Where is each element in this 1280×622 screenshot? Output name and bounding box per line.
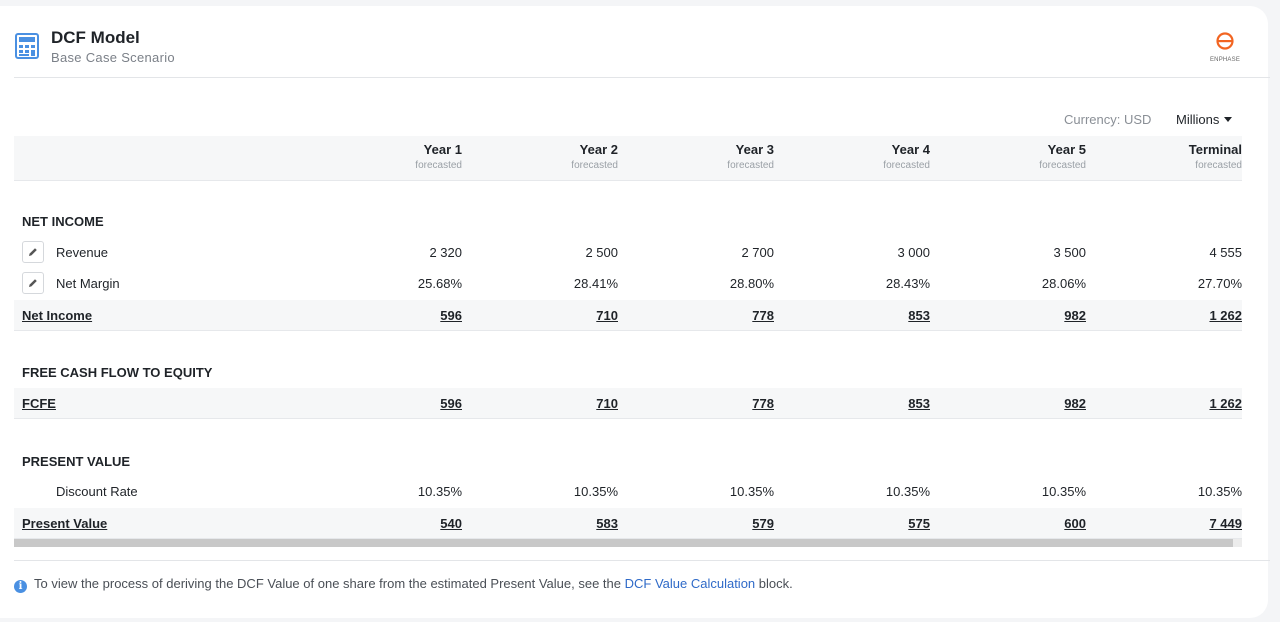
row-label: Net Margin [56, 276, 120, 291]
table-cell: 10.35% [573, 484, 618, 499]
table-cell: 10.35% [885, 484, 930, 499]
table-cell: 3 500 [1053, 245, 1086, 260]
row-label[interactable]: Net Income [22, 308, 93, 323]
table-row-net-income: Net Income 596 710 778 853 982 1 262 [14, 300, 1242, 331]
section-title-present-value: PRESENT VALUE [22, 454, 131, 469]
table-cell[interactable]: 1 262 [1209, 396, 1242, 411]
dcf-value-calculation-link[interactable]: DCF Value Calculation [624, 576, 756, 591]
note-text-prefix: To view the process of deriving the DCF … [34, 576, 625, 591]
column-header: Year 5 forecasted [1039, 142, 1086, 171]
column-header: Year 3 forecasted [727, 142, 774, 171]
table-row-present-value: Present Value 540 583 579 575 600 7 449 [14, 508, 1242, 539]
table-cell[interactable]: 778 [752, 308, 774, 323]
section-title-net-income: NET INCOME [22, 214, 104, 229]
table-cell: 10.35% [417, 484, 462, 499]
calculator-icon [15, 33, 39, 59]
table-cell[interactable]: 778 [752, 396, 774, 411]
column-header: Year 1 forecasted [415, 142, 462, 171]
table-cell: 27.70% [1197, 276, 1242, 291]
table-cell: 2 500 [585, 245, 618, 260]
page-subtitle: Base Case Scenario [51, 50, 175, 65]
table-cell: 10.35% [1041, 484, 1086, 499]
table-cell[interactable]: 540 [440, 516, 462, 531]
table-cell[interactable]: 710 [596, 308, 618, 323]
row-label[interactable]: FCFE [22, 396, 56, 411]
table-cell[interactable]: 600 [1064, 516, 1086, 531]
table-cell: 28.80% [729, 276, 774, 291]
pencil-icon [29, 248, 37, 256]
company-logo: ENPHASE [1206, 31, 1244, 63]
table-cell[interactable]: 596 [440, 308, 462, 323]
table-cell: 28.43% [885, 276, 930, 291]
table-row-revenue: Revenue 2 320 2 500 2 700 3 000 3 500 4 … [14, 237, 1242, 268]
table-cell[interactable]: 710 [596, 396, 618, 411]
horizontal-scrollbar[interactable] [14, 539, 1242, 547]
table-cell[interactable]: 1 262 [1209, 308, 1242, 323]
units-dropdown[interactable]: Millions [1176, 112, 1233, 127]
table-cell: 28.06% [1041, 276, 1086, 291]
currency-label: Currency: USD [1064, 112, 1152, 127]
caret-down-icon [1224, 117, 1233, 123]
footer-note: i To view the process of deriving the DCF… [14, 576, 793, 593]
table-cell: 10.35% [1197, 484, 1242, 499]
table-cell: 10.35% [729, 484, 774, 499]
table-header: Year 1 forecasted Year 2 forecasted Year 3… [14, 136, 1242, 181]
table-row-net-margin: Net Margin 25.68% 28.41% 28.80% 28.43% 2… [14, 268, 1242, 299]
edit-revenue-button[interactable] [22, 241, 44, 263]
header-divider [14, 77, 1270, 78]
table-cell: 25.68% [417, 276, 462, 291]
row-label: Discount Rate [56, 484, 138, 499]
pencil-icon [29, 279, 37, 287]
section-title-fcfe: FREE CASH FLOW TO EQUITY [22, 365, 213, 380]
table-cell[interactable]: 982 [1064, 396, 1086, 411]
row-label: Revenue [56, 245, 109, 260]
table-cell[interactable]: 575 [908, 516, 930, 531]
row-label[interactable]: Present Value [22, 516, 108, 531]
table-cell[interactable]: 853 [908, 396, 930, 411]
table-cell[interactable]: 7 449 [1209, 516, 1242, 531]
table-cell[interactable]: 583 [596, 516, 618, 531]
footer-divider [14, 560, 1270, 561]
units-value: Millions [1176, 112, 1220, 127]
edit-net-margin-button[interactable] [22, 272, 44, 294]
column-header: Year 4 forecasted [883, 142, 930, 171]
table-cell[interactable]: 982 [1064, 308, 1086, 323]
info-icon: i [14, 580, 27, 593]
scrollbar-thumb[interactable] [14, 539, 1233, 547]
enphase-logo-icon [1216, 32, 1234, 50]
table-row-discount-rate: Discount Rate 10.35% 10.35% 10.35% 10.35… [14, 476, 1242, 507]
logo-text: ENPHASE [1209, 57, 1241, 63]
page-title: DCF Model [51, 28, 140, 47]
note-text-suffix: block. [755, 576, 793, 591]
column-header: Terminal forecasted [1188, 142, 1242, 171]
table-row-fcfe: FCFE 596 710 778 853 982 1 262 [14, 388, 1242, 419]
table-cell: 3 000 [897, 245, 930, 260]
table-cell[interactable]: 853 [908, 308, 930, 323]
table-cell[interactable]: 579 [752, 516, 774, 531]
column-header: Year 2 forecasted [571, 142, 618, 171]
table-cell: 2 320 [429, 245, 462, 260]
table-cell: 2 700 [741, 245, 774, 260]
table-cell: 28.41% [573, 276, 618, 291]
table-cell[interactable]: 596 [440, 396, 462, 411]
table-cell: 4 555 [1209, 245, 1242, 260]
